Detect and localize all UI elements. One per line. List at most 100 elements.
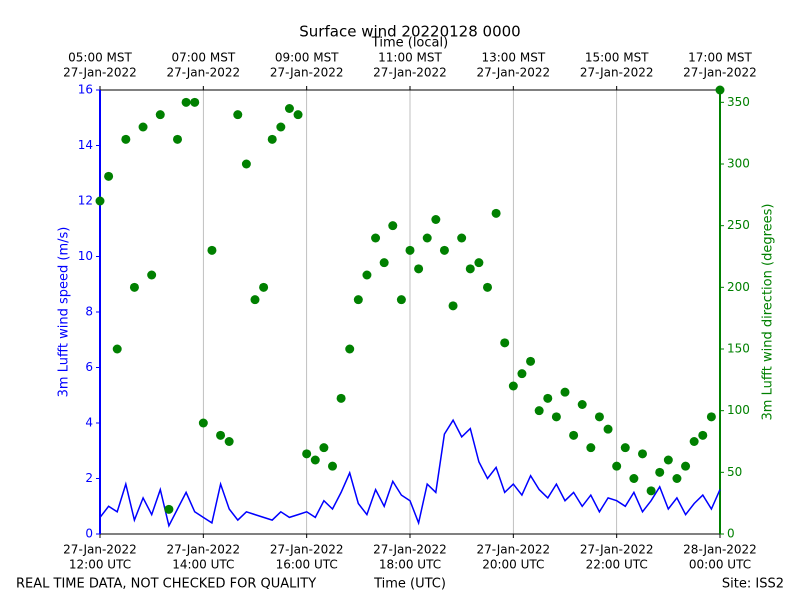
direction-point — [543, 393, 553, 403]
x2-tick-label: 07:00 MST — [171, 51, 235, 65]
direction-point — [336, 393, 346, 403]
direction-point — [138, 122, 148, 132]
direction-point — [190, 97, 200, 107]
direction-point — [612, 461, 622, 471]
x2-tick-label: 27-Jan-2022 — [373, 66, 447, 80]
direction-point — [207, 245, 217, 255]
y2-tick-label: 300 — [727, 157, 750, 171]
direction-point — [646, 486, 656, 496]
x2-tick-label: 11:00 MST — [378, 51, 442, 65]
direction-point — [500, 338, 510, 348]
direction-point — [293, 110, 303, 120]
x2-tick-label: 13:00 MST — [481, 51, 545, 65]
direction-point — [345, 344, 355, 354]
x2-tick-label: 27-Jan-2022 — [683, 66, 757, 80]
direction-point — [551, 412, 561, 422]
direction-point — [569, 430, 579, 440]
direction-point — [353, 295, 363, 305]
x-axis-label: Time (UTC) — [373, 577, 446, 592]
y-tick-label: 6 — [85, 360, 93, 374]
direction-point — [526, 356, 536, 366]
direction-point — [250, 295, 260, 305]
direction-point — [259, 282, 269, 292]
direction-point — [319, 443, 329, 453]
direction-point — [706, 412, 716, 422]
x-tick-label: 27-Jan-2022 — [167, 543, 241, 557]
direction-point — [448, 301, 458, 311]
x2-tick-label: 27-Jan-2022 — [270, 66, 344, 80]
direction-point — [104, 171, 114, 181]
x-tick-label: 27-Jan-2022 — [580, 543, 654, 557]
x2-tick-label: 05:00 MST — [68, 51, 132, 65]
direction-point — [388, 221, 398, 231]
direction-point — [560, 387, 570, 397]
direction-point — [181, 97, 191, 107]
direction-point — [586, 443, 596, 453]
y2-tick-label: 100 — [727, 403, 750, 417]
y2-tick-label: 150 — [727, 342, 750, 356]
direction-point — [483, 282, 492, 292]
direction-point — [173, 134, 182, 144]
direction-point — [491, 208, 501, 218]
x-tick-label: 27-Jan-2022 — [373, 543, 447, 557]
y2-tick-label: 250 — [727, 218, 750, 232]
direction-point — [155, 110, 165, 120]
direction-point — [422, 233, 432, 243]
direction-point — [655, 467, 665, 477]
direction-point — [439, 245, 449, 255]
direction-point — [620, 443, 630, 453]
direction-point — [414, 264, 424, 274]
y-axis-label: 3m Lufft wind speed (m/s) — [57, 227, 72, 398]
y2-tick-label: 50 — [727, 465, 742, 479]
direction-point — [698, 430, 708, 440]
x-tick-label: 27-Jan-2022 — [477, 543, 551, 557]
direction-point — [474, 258, 484, 268]
y-tick-label: 14 — [78, 138, 93, 152]
direction-point — [147, 270, 157, 280]
x-tick-label: 00:00 UTC — [689, 558, 751, 572]
y2-tick-label: 200 — [727, 280, 750, 294]
direction-point — [517, 369, 527, 379]
direction-point — [534, 406, 544, 416]
x-tick-label: 16:00 UTC — [276, 558, 338, 572]
x2-tick-label: 27-Jan-2022 — [477, 66, 551, 80]
direction-point — [95, 196, 105, 206]
speed-line — [99, 418, 721, 528]
site-label: Site: ISS2 — [722, 577, 784, 592]
y-tick-label: 12 — [78, 194, 93, 208]
direction-point — [362, 270, 372, 280]
y-tick-label: 10 — [78, 249, 93, 263]
direction-point — [276, 122, 286, 132]
y-tick-label: 2 — [85, 471, 93, 485]
direction-point — [457, 233, 467, 243]
y-tick-label: 16 — [78, 83, 93, 97]
x-tick-label: 18:00 UTC — [379, 558, 441, 572]
direction-point — [431, 215, 441, 224]
direction-point — [121, 134, 131, 144]
direction-point — [663, 455, 673, 465]
x2-tick-label: 09:00 MST — [275, 51, 339, 65]
direction-point — [672, 474, 682, 483]
y-tick-label: 4 — [85, 416, 93, 430]
direction-point — [224, 437, 234, 446]
footer-note: REAL TIME DATA, NOT CHECKED FOR QUALITY — [16, 577, 316, 592]
direction-point — [396, 295, 406, 305]
x-tick-label: 27-Jan-2022 — [63, 543, 137, 557]
direction-point — [465, 264, 475, 274]
direction-point — [112, 344, 122, 354]
direction-point — [164, 504, 174, 514]
x2-tick-label: 15:00 MST — [585, 51, 649, 65]
x-tick-label: 12:00 UTC — [69, 558, 131, 572]
direction-point — [216, 430, 226, 440]
direction-point — [371, 233, 381, 243]
direction-point — [603, 424, 613, 434]
direction-point — [129, 282, 139, 292]
direction-point — [198, 418, 208, 428]
x-tick-label: 22:00 UTC — [586, 558, 648, 572]
y2-axis-label: 3m Lufft wind direction (degrees) — [761, 204, 776, 421]
direction-point — [638, 449, 647, 459]
direction-point — [405, 245, 415, 255]
x-tick-label: 27-Jan-2022 — [270, 543, 344, 557]
y2-tick-label: 0 — [727, 527, 735, 541]
